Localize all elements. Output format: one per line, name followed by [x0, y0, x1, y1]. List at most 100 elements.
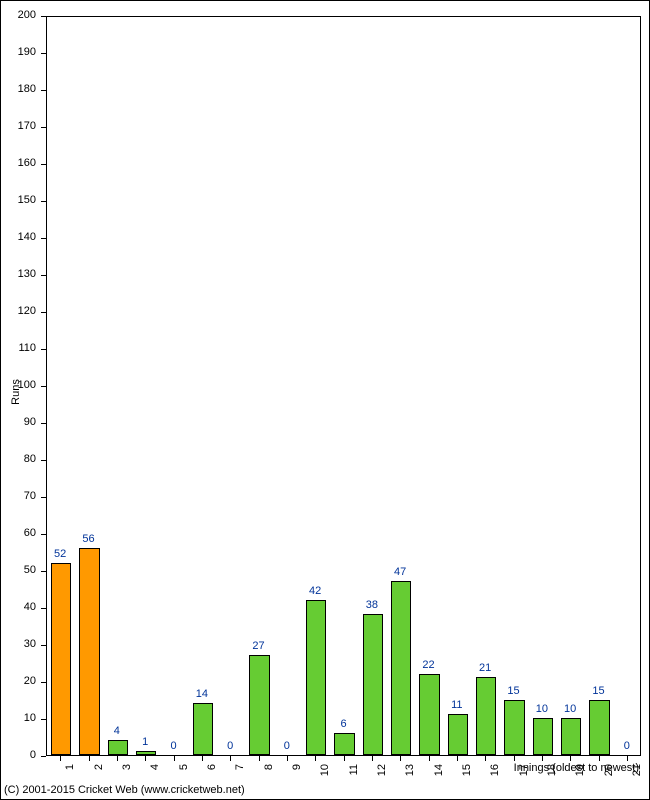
- y-tick: [41, 238, 46, 239]
- bar-value-label: 14: [187, 688, 217, 700]
- x-tick-label: 5: [178, 764, 190, 788]
- bar: [136, 751, 156, 755]
- x-tick: [485, 756, 486, 761]
- y-tick: [41, 275, 46, 276]
- y-tick-label: 150: [18, 194, 36, 206]
- x-tick: [117, 756, 118, 761]
- y-tick: [41, 645, 46, 646]
- x-tick: [60, 756, 61, 761]
- bar-value-label: 10: [527, 703, 557, 715]
- y-tick: [41, 164, 46, 165]
- x-tick-label: 2: [93, 764, 105, 788]
- y-tick: [41, 386, 46, 387]
- y-tick-label: 170: [18, 120, 36, 132]
- bar: [249, 655, 269, 755]
- x-tick: [202, 756, 203, 761]
- x-tick-label: 9: [291, 764, 303, 788]
- bar: [561, 718, 581, 755]
- x-tick: [259, 756, 260, 761]
- bar-value-label: 0: [215, 740, 245, 752]
- x-tick: [514, 756, 515, 761]
- y-tick: [41, 682, 46, 683]
- y-tick: [41, 756, 46, 757]
- y-tick: [41, 201, 46, 202]
- x-tick-label: 13: [404, 764, 416, 788]
- y-tick-label: 30: [24, 638, 36, 650]
- x-tick: [174, 756, 175, 761]
- x-tick-label: 7: [234, 764, 246, 788]
- x-tick-label: 20: [603, 764, 615, 788]
- y-tick-label: 90: [24, 416, 36, 428]
- x-tick-label: 4: [149, 764, 161, 788]
- y-tick: [41, 497, 46, 498]
- x-tick: [429, 756, 430, 761]
- bar-value-label: 27: [244, 640, 274, 652]
- bar-value-label: 38: [357, 599, 387, 611]
- y-tick: [41, 571, 46, 572]
- x-tick: [599, 756, 600, 761]
- bar-value-label: 1: [130, 736, 160, 748]
- y-tick-label: 10: [24, 712, 36, 724]
- bar-value-label: 11: [442, 699, 472, 711]
- plot-area: [46, 16, 641, 756]
- y-tick-label: 60: [24, 527, 36, 539]
- x-tick-label: 17: [518, 764, 530, 788]
- bar-value-label: 15: [499, 685, 529, 697]
- bar: [79, 548, 99, 755]
- bar: [391, 581, 411, 755]
- x-tick: [344, 756, 345, 761]
- x-tick: [457, 756, 458, 761]
- x-tick: [315, 756, 316, 761]
- bar: [476, 677, 496, 755]
- x-tick-label: 14: [433, 764, 445, 788]
- bar-value-label: 47: [385, 566, 415, 578]
- bar: [533, 718, 553, 755]
- x-tick: [230, 756, 231, 761]
- bar: [419, 674, 439, 755]
- y-tick: [41, 534, 46, 535]
- x-tick-label: 18: [546, 764, 558, 788]
- x-tick-label: 19: [574, 764, 586, 788]
- y-tick-label: 40: [24, 601, 36, 613]
- bar-value-label: 21: [470, 662, 500, 674]
- bar-value-label: 42: [300, 585, 330, 597]
- bar: [589, 700, 609, 756]
- x-tick: [400, 756, 401, 761]
- x-tick: [627, 756, 628, 761]
- y-tick-label: 130: [18, 268, 36, 280]
- x-tick-label: 21: [631, 764, 643, 788]
- y-tick-label: 160: [18, 157, 36, 169]
- y-tick-label: 100: [18, 379, 36, 391]
- x-tick-label: 16: [489, 764, 501, 788]
- bar-value-label: 0: [159, 740, 189, 752]
- y-tick-label: 80: [24, 453, 36, 465]
- y-tick-label: 140: [18, 231, 36, 243]
- y-tick: [41, 719, 46, 720]
- bar-value-label: 0: [612, 740, 642, 752]
- y-tick: [41, 53, 46, 54]
- y-tick: [41, 423, 46, 424]
- x-tick-label: 6: [206, 764, 218, 788]
- bar-value-label: 56: [74, 533, 104, 545]
- x-tick-label: 11: [348, 764, 360, 788]
- bar: [504, 700, 524, 756]
- y-tick-label: 110: [18, 342, 36, 354]
- x-tick-label: 8: [263, 764, 275, 788]
- y-tick-label: 180: [18, 83, 36, 95]
- bar: [334, 733, 354, 755]
- x-tick-label: 12: [376, 764, 388, 788]
- y-tick-label: 70: [24, 490, 36, 502]
- y-tick: [41, 127, 46, 128]
- y-tick-label: 20: [24, 675, 36, 687]
- y-tick: [41, 312, 46, 313]
- x-tick: [570, 756, 571, 761]
- y-tick: [41, 90, 46, 91]
- y-tick: [41, 16, 46, 17]
- x-tick: [372, 756, 373, 761]
- bar: [363, 614, 383, 755]
- x-tick: [542, 756, 543, 761]
- bar-value-label: 10: [555, 703, 585, 715]
- bar-value-label: 4: [102, 725, 132, 737]
- bar-value-label: 0: [272, 740, 302, 752]
- bar-value-label: 52: [45, 548, 75, 560]
